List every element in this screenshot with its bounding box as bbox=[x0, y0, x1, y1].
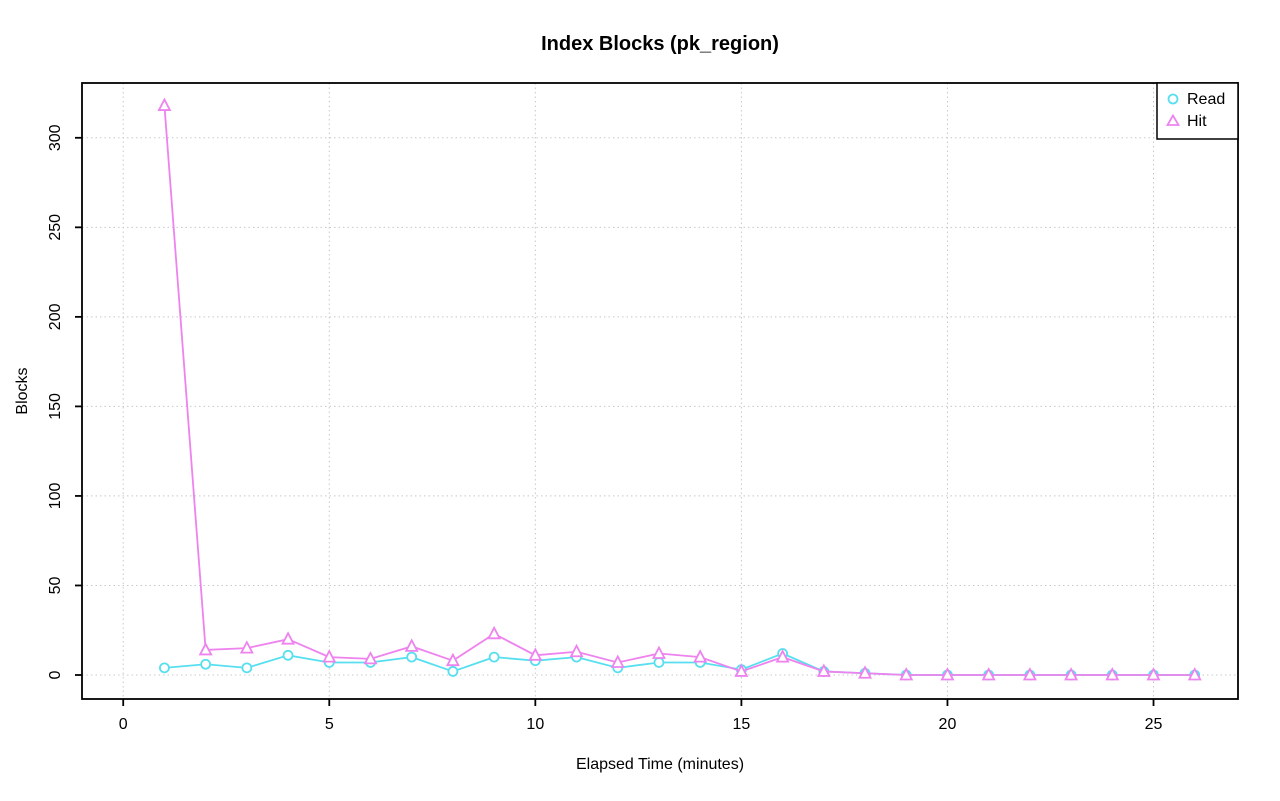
data-point-read bbox=[241, 662, 253, 674]
chart-title: Index Blocks (pk_region) bbox=[541, 33, 779, 55]
data-point-hit bbox=[487, 625, 502, 640]
data-point-read bbox=[200, 658, 212, 670]
data-point-hit bbox=[1146, 667, 1161, 681]
data-point-hit bbox=[1064, 667, 1079, 681]
legend-label-hit: Hit bbox=[1187, 113, 1207, 130]
data-point-hit bbox=[569, 643, 584, 658]
data-point-hit bbox=[858, 665, 873, 679]
data-point-hit bbox=[610, 654, 625, 668]
data-point-hit bbox=[940, 667, 955, 681]
data-point-hit bbox=[899, 667, 914, 681]
y-tick-label: 200 bbox=[47, 303, 64, 330]
data-point-hit bbox=[404, 638, 419, 652]
data-point-read bbox=[488, 651, 500, 663]
series-line-read bbox=[164, 652, 1195, 676]
legend: Read Hit bbox=[1156, 82, 1239, 140]
data-point-hit bbox=[693, 649, 708, 663]
data-point-hit bbox=[239, 640, 254, 654]
hit-marker-icon bbox=[1165, 113, 1181, 126]
legend-label-read: Read bbox=[1187, 91, 1225, 108]
data-point-hit bbox=[651, 645, 666, 659]
data-point-hit bbox=[363, 650, 378, 665]
y-tick-label: 100 bbox=[47, 482, 64, 509]
y-tick-label: 250 bbox=[47, 214, 64, 241]
data-point-hit bbox=[322, 649, 337, 663]
data-point-read bbox=[653, 657, 665, 668]
read-marker-icon bbox=[1167, 93, 1179, 105]
x-tick-label: 0 bbox=[119, 716, 128, 733]
data-point-hit bbox=[981, 667, 996, 681]
data-point-read bbox=[282, 649, 294, 661]
x-tick-label: 10 bbox=[526, 716, 544, 733]
y-tick-label: 0 bbox=[47, 670, 64, 679]
x-tick-label: 15 bbox=[732, 716, 750, 733]
data-point-read bbox=[447, 666, 459, 677]
data-point-hit bbox=[816, 663, 831, 677]
legend-box bbox=[1156, 82, 1239, 140]
data-point-hit bbox=[775, 649, 790, 663]
data-point-hit bbox=[157, 97, 172, 111]
data-point-read bbox=[406, 651, 418, 663]
data-point-hit bbox=[1187, 667, 1202, 681]
data-point-hit bbox=[734, 663, 749, 677]
data-point-hit bbox=[528, 647, 543, 661]
x-tick-label: 25 bbox=[1145, 716, 1163, 733]
plot-border bbox=[81, 82, 1239, 700]
y-tick-label: 150 bbox=[47, 393, 64, 420]
y-tick-label: 300 bbox=[47, 124, 64, 151]
data-point-hit bbox=[281, 631, 296, 645]
data-point-hit bbox=[198, 641, 213, 656]
x-tick-label: 20 bbox=[939, 716, 957, 733]
y-tick-label: 50 bbox=[47, 576, 64, 594]
data-point-hit bbox=[1022, 667, 1037, 681]
x-axis-label: Elapsed Time (minutes) bbox=[576, 756, 744, 773]
data-point-read bbox=[159, 662, 170, 674]
data-point-hit bbox=[445, 652, 460, 667]
x-tick-label: 5 bbox=[325, 716, 334, 733]
series-line-hit bbox=[163, 105, 1195, 676]
y-axis-label: Blocks bbox=[14, 367, 31, 414]
data-point-hit bbox=[1105, 667, 1120, 681]
